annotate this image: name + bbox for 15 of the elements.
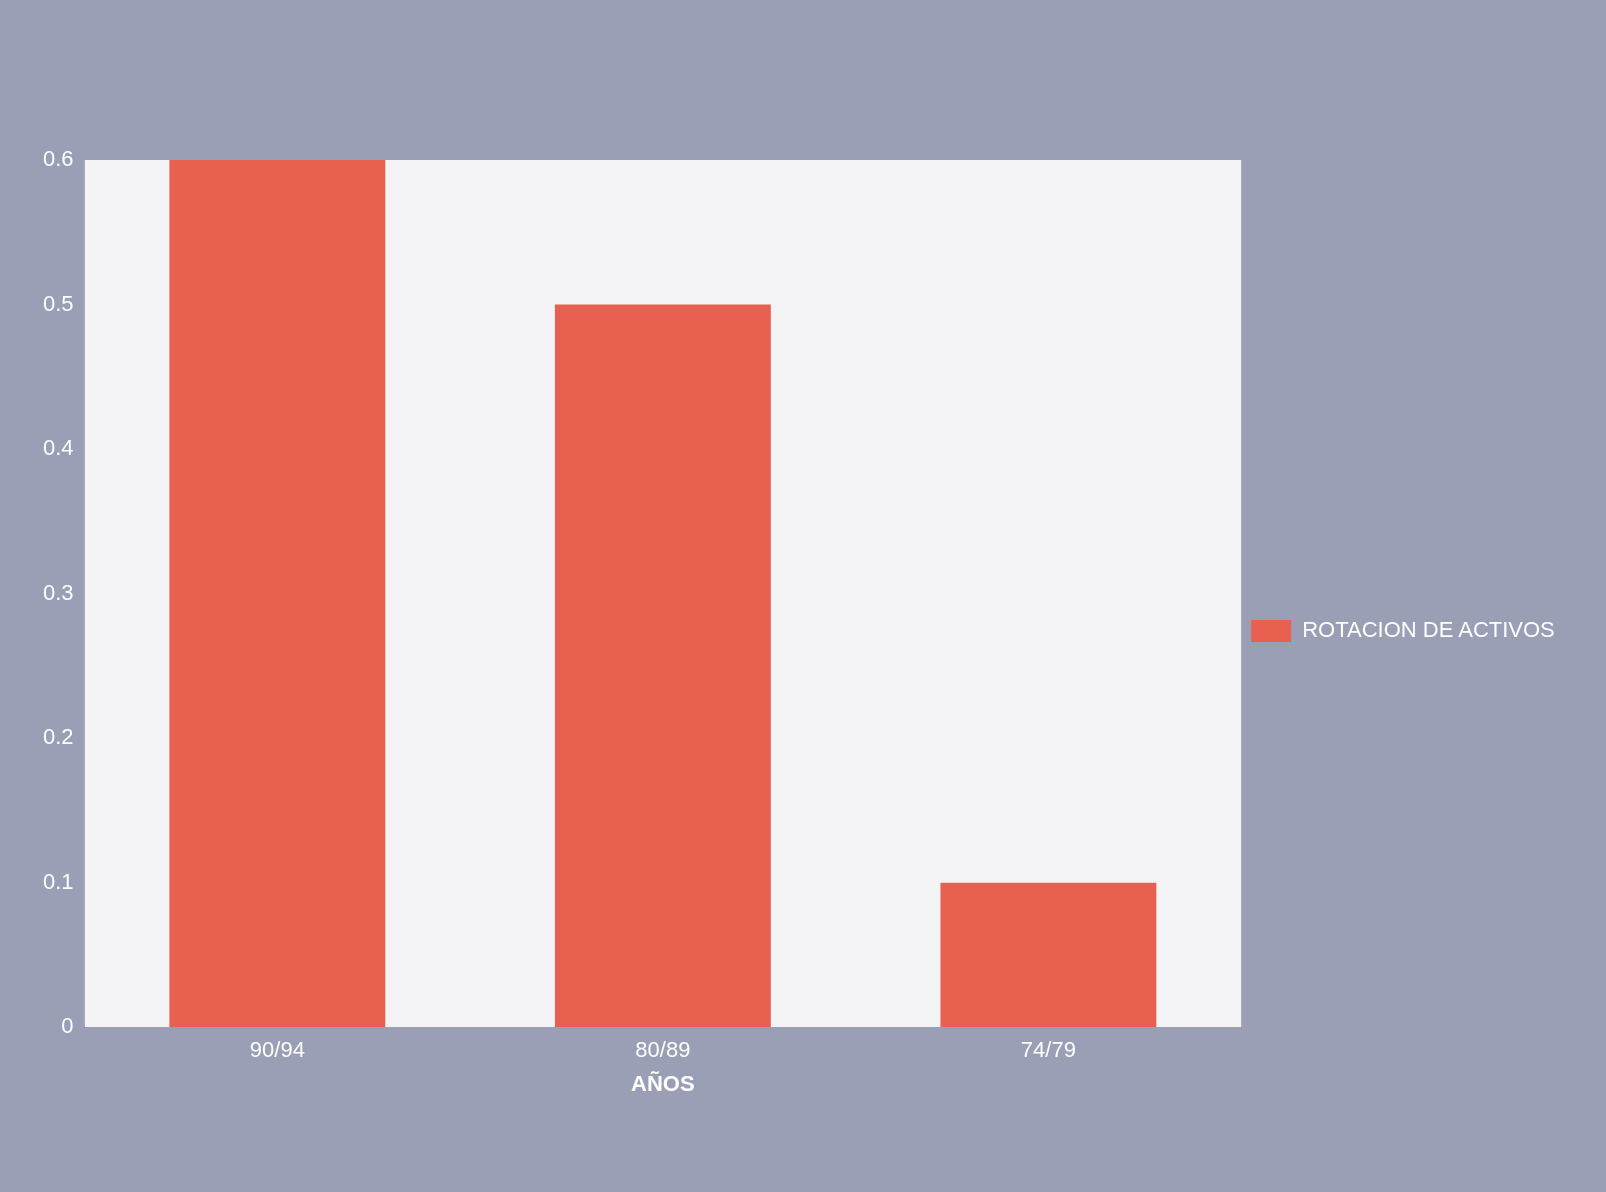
y-tick-label: 0.5	[42, 290, 74, 316]
y-tick-label: 0.4	[42, 435, 74, 461]
y-tick-label: 0.3	[42, 579, 74, 605]
x-tick-label: 74/79	[1020, 1037, 1076, 1063]
y-tick-label: 0	[61, 1013, 74, 1039]
y-tick-label: 0.6	[42, 146, 74, 172]
x-axis-title: AÑOS	[631, 1070, 695, 1096]
bar	[554, 304, 771, 1028]
bar	[169, 160, 386, 1028]
y-tick-label: 0.1	[42, 868, 74, 894]
x-tick-label: 90/94	[249, 1037, 305, 1063]
legend-label: ROTACION DE ACTIVOS	[1302, 617, 1555, 643]
bar	[940, 882, 1157, 1028]
y-tick-label: 0.2	[42, 724, 74, 750]
x-tick-label: 80/89	[635, 1037, 691, 1063]
